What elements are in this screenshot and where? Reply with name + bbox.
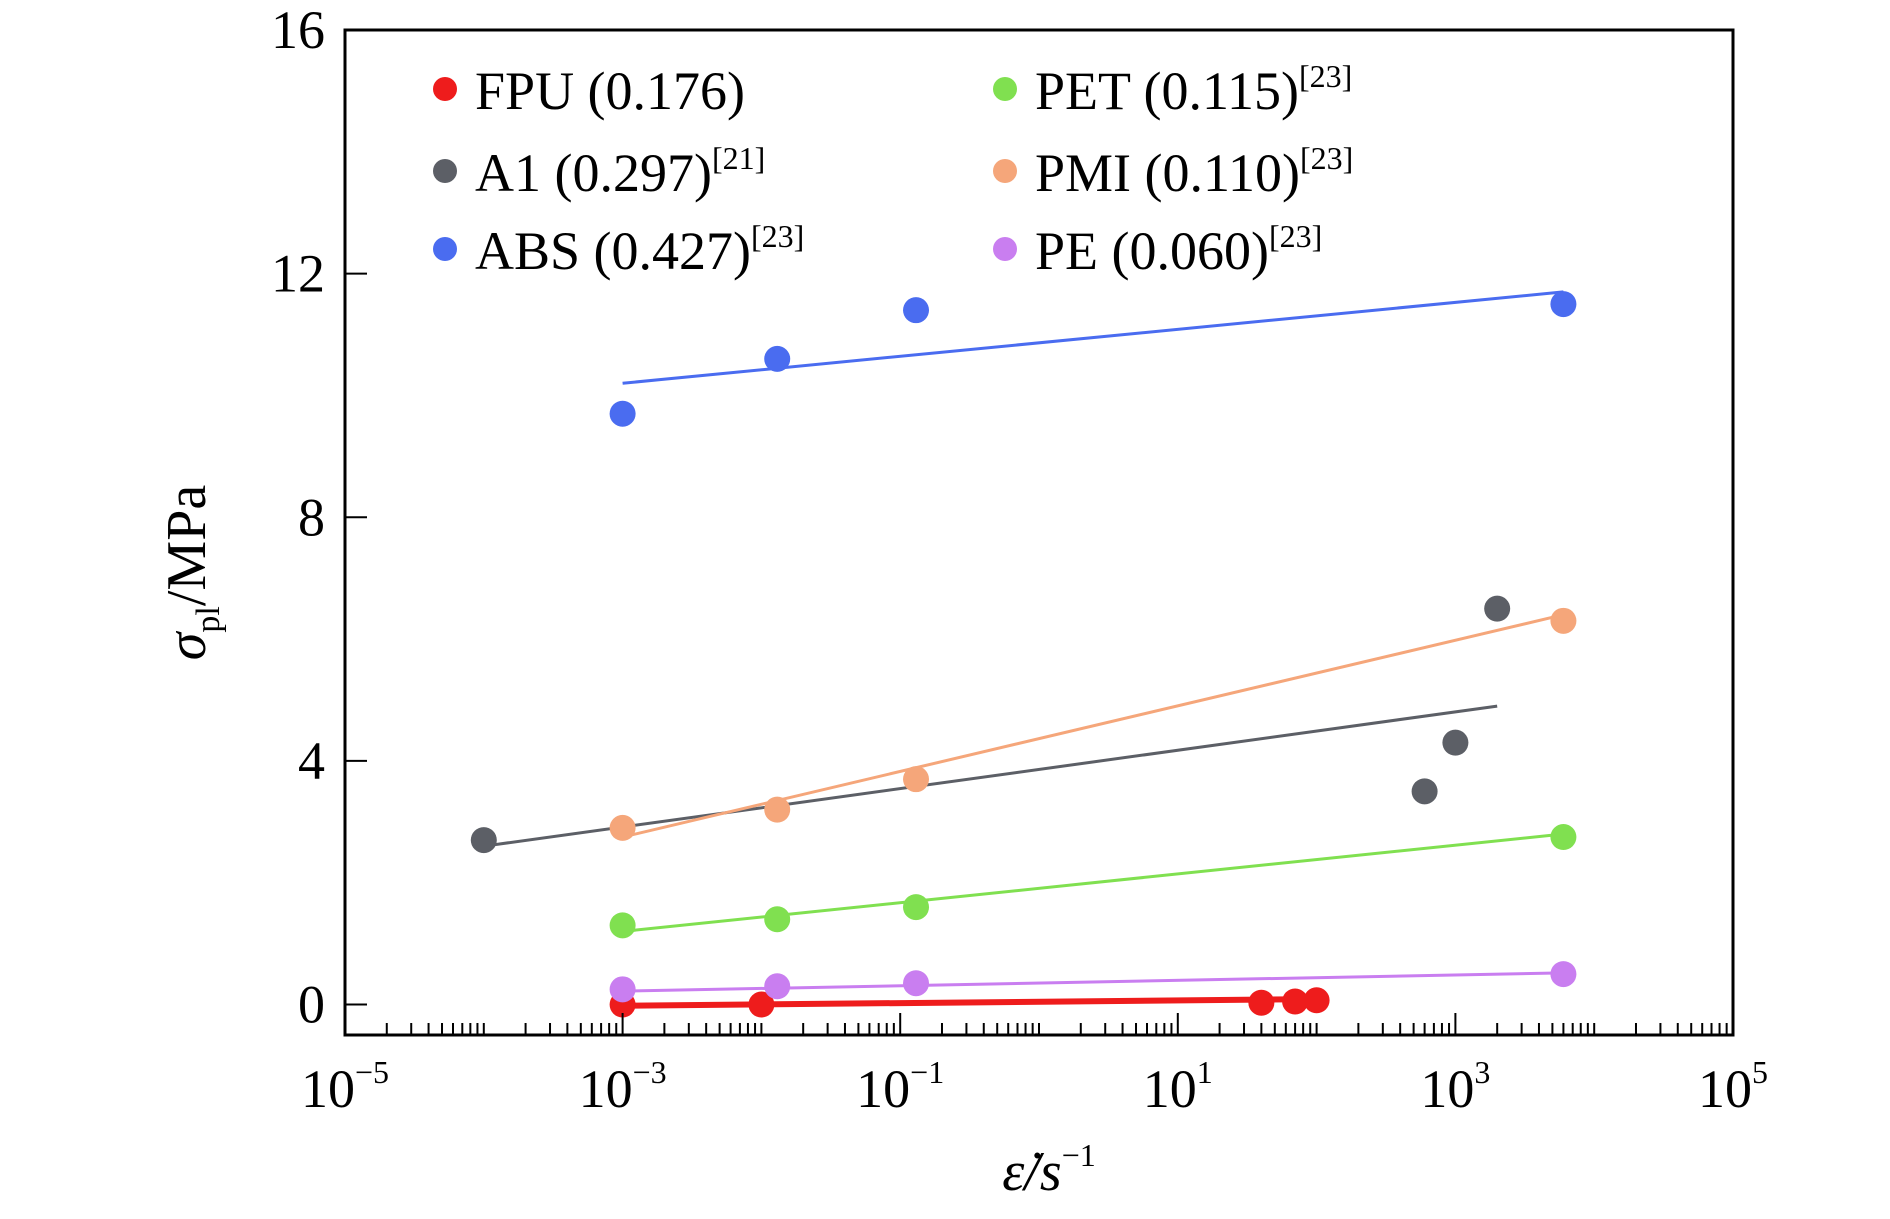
data-point-0-1 [748, 991, 775, 1018]
data-point-3-3 [1550, 824, 1577, 851]
x-tick-exponent: −1 [910, 1054, 944, 1090]
x-tick-exponent: 3 [1474, 1054, 1490, 1090]
data-point-1-2 [1442, 729, 1469, 756]
legend-name: PE (0.060) [1035, 221, 1269, 281]
legend-marker-0 [433, 77, 457, 101]
data-point-4-1 [764, 796, 791, 823]
x-tick-base: 10 [301, 1059, 355, 1119]
legend-label-3: PET (0.115)[23] [1035, 58, 1352, 121]
fit-line-0 [622, 996, 1317, 1009]
y-tick-label: 12 [271, 244, 325, 304]
legend-label-2: ABS (0.427)[23] [475, 218, 804, 281]
legend-marker-1 [433, 159, 457, 183]
legend: FPU (0.176)A1 (0.297)[21]ABS (0.427)[23]… [433, 58, 1353, 281]
legend-label-4: PMI (0.110)[23] [1035, 140, 1353, 203]
data-point-2-3 [1550, 291, 1577, 318]
legend-marker-2 [433, 237, 457, 261]
legend-ref: [23] [1300, 140, 1353, 176]
data-points [470, 291, 1577, 1018]
data-point-1-1 [1411, 778, 1438, 805]
data-point-5-0 [609, 976, 636, 1003]
data-point-5-3 [1550, 961, 1577, 988]
legend-ref: [21] [712, 140, 765, 176]
legend-marker-3 [993, 77, 1017, 101]
y-tick-label: 16 [271, 0, 325, 60]
data-point-0-2 [1248, 989, 1275, 1016]
data-point-3-1 [764, 906, 791, 933]
legend-label-1: A1 (0.297)[21] [475, 140, 765, 203]
x-tick-base: 10 [1143, 1059, 1197, 1119]
fit-line-1 [483, 704, 1498, 848]
legend-name: ABS (0.427) [475, 221, 751, 281]
data-point-3-0 [609, 912, 636, 939]
legend-name: PET (0.115) [1035, 61, 1299, 121]
legend-marker-4 [993, 159, 1017, 183]
legend-label-5: PE (0.060)[23] [1035, 218, 1322, 281]
data-point-0-4 [1303, 987, 1330, 1014]
y-axis-label-tail: /MPa [156, 485, 218, 606]
x-axis-ticks: 10−5 10−3 10−1 101 103 105 [301, 1013, 1768, 1119]
x-tick-exponent: −5 [355, 1054, 389, 1090]
x-tick-label: 10−5 [301, 1054, 389, 1119]
data-point-2-2 [903, 297, 930, 324]
data-point-5-2 [903, 970, 930, 997]
x-axis-label: ε̇/s−1 [1002, 1137, 1095, 1203]
x-tick-exponent: −3 [633, 1054, 667, 1090]
x-tick-label: 10−3 [579, 1054, 667, 1119]
x-tick-label: 105 [1698, 1054, 1768, 1119]
data-point-4-3 [1550, 607, 1577, 634]
x-tick-base: 10 [856, 1059, 910, 1119]
y-tick-label: 0 [298, 975, 325, 1035]
y-axis-label-sub: pl [190, 606, 227, 632]
data-point-4-0 [609, 814, 636, 841]
legend-ref: [23] [751, 218, 804, 254]
legend-ref: [23] [1269, 218, 1322, 254]
data-point-5-1 [764, 973, 791, 1000]
data-point-0-3 [1282, 988, 1309, 1015]
legend-name: FPU (0.176) [475, 61, 745, 121]
legend-name: PMI (0.110) [1035, 143, 1300, 203]
y-axis-ticks: 0 4 8 12 16 [271, 0, 367, 1035]
y-tick-label: 8 [298, 487, 325, 547]
x-tick-label: 10−1 [856, 1054, 944, 1119]
data-point-3-2 [903, 894, 930, 921]
data-point-2-0 [609, 400, 636, 427]
legend-ref: [23] [1299, 58, 1352, 94]
data-point-4-2 [903, 766, 930, 793]
x-tick-base: 10 [1420, 1059, 1474, 1119]
y-tick-label: 4 [298, 731, 325, 791]
x-tick-label: 101 [1143, 1054, 1213, 1119]
legend-name: A1 (0.297) [475, 143, 712, 203]
x-axis-label-sup: −1 [1062, 1137, 1096, 1173]
legend-marker-5 [993, 237, 1017, 261]
data-point-2-1 [764, 345, 791, 372]
data-point-1-3 [1484, 595, 1511, 622]
legend-label-0: FPU (0.176) [475, 61, 745, 121]
x-tick-base: 10 [1698, 1059, 1752, 1119]
x-tick-exponent: 5 [1752, 1054, 1768, 1090]
y-axis-label: σpl/MPa [156, 485, 227, 661]
x-axis-label-main: ε̇/s [1002, 1141, 1061, 1203]
data-point-1-0 [470, 827, 497, 854]
x-tick-label: 103 [1420, 1054, 1490, 1119]
y-axis-label-main: σ [156, 630, 218, 660]
x-tick-base: 10 [579, 1059, 633, 1119]
x-tick-exponent: 1 [1197, 1054, 1213, 1090]
